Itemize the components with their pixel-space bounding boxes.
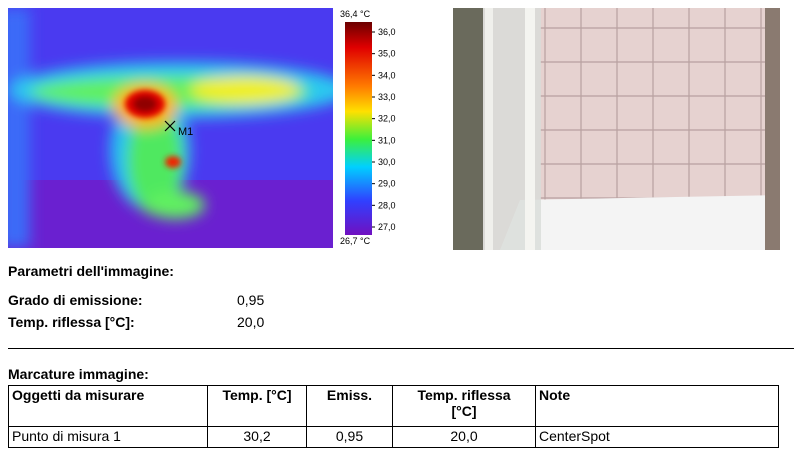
scale-tick-label: 34,0 — [378, 70, 396, 80]
scale-tick-label: 27,0 — [378, 222, 396, 232]
header-cell: Emiss. — [306, 385, 393, 427]
header-row: Oggetti da misurare Temp. [°C] Emiss. Te… — [8, 385, 779, 427]
param-label: Grado di emissione: — [8, 292, 143, 308]
thermal-image: M1 — [8, 8, 333, 248]
cell: Punto di misura 1 — [8, 426, 208, 448]
markings-table: Oggetti da misurare Temp. [°C] Emiss. Te… — [8, 385, 779, 448]
param-value: 0,95 — [237, 292, 265, 308]
color-scale — [345, 22, 372, 235]
scale-tick-label: 36,0 — [378, 27, 396, 37]
scale-tick-label: 32,0 — [378, 114, 396, 124]
divider — [8, 348, 794, 349]
markings-title: Marcature immagine: — [8, 366, 149, 382]
param-label: Temp. riflessa [°C]: — [8, 314, 135, 330]
scale-tick-label: 35,0 — [378, 49, 396, 59]
scale-tick-label: 29,0 — [378, 179, 396, 189]
scale-max: 36,4 °C — [340, 9, 371, 19]
cell: CenterSpot — [535, 426, 779, 448]
param-value: 20,0 — [237, 314, 265, 330]
scale-tick-label: 30,0 — [378, 157, 396, 167]
images: M1 36,4 °C 26,7 °C 36,0 35,0 34,0 33,0 32,0 3… — [8, 8, 780, 250]
scale-tick-label: 33,0 — [378, 92, 396, 102]
parameters-title: Parametri dell'immagine: — [8, 263, 174, 279]
header-cell: Note — [535, 385, 779, 427]
cell: 30,2 — [207, 426, 307, 448]
scale-min: 26,7 °C — [340, 236, 371, 246]
data-row: Punto di misura 1 30,2 0,95 20,0 CenterS… — [8, 426, 779, 448]
scale-tick-label: 28,0 — [378, 200, 396, 210]
header-cell: Temp. [°C] — [207, 385, 307, 427]
header-cell: Oggetti da misurare — [8, 385, 208, 427]
marker-label: M1 — [178, 126, 193, 138]
cell: 20,0 — [392, 426, 536, 448]
photo — [453, 8, 780, 250]
header-cell: Temp. riflessa [°C] — [392, 385, 536, 427]
cell: 0,95 — [306, 426, 393, 448]
marker-cross — [164, 120, 176, 132]
scale-tick-label: 31,0 — [378, 135, 396, 145]
